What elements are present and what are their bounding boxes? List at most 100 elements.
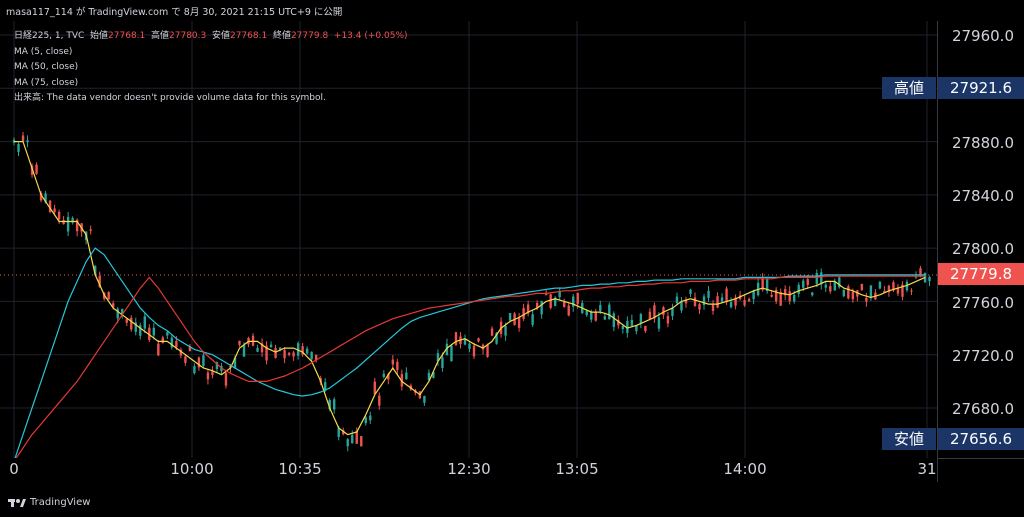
candle-body bbox=[693, 297, 697, 306]
candle-body bbox=[333, 399, 336, 410]
candle-body bbox=[472, 345, 476, 357]
time-axis[interactable] bbox=[0, 458, 937, 482]
candle-body bbox=[364, 417, 367, 424]
candle-body bbox=[869, 285, 873, 299]
attribution-text: masa117_114 が TradingView.com で 8月 30, 2… bbox=[6, 7, 343, 18]
low-badge-value: 27656.6 bbox=[938, 428, 1024, 450]
candle-body bbox=[423, 395, 426, 403]
candle-body bbox=[720, 297, 724, 302]
candle-body bbox=[702, 296, 706, 305]
candle-body bbox=[30, 165, 34, 175]
candle-body bbox=[323, 382, 327, 392]
candle-body bbox=[468, 343, 471, 349]
candle-body bbox=[617, 320, 620, 326]
candle-body bbox=[752, 290, 755, 300]
candle-body bbox=[328, 399, 331, 410]
candle-body bbox=[644, 325, 647, 332]
candle-body bbox=[765, 279, 769, 292]
candle-body bbox=[256, 348, 259, 352]
candle-body bbox=[486, 344, 489, 357]
tradingview-logo-icon bbox=[8, 498, 26, 507]
tradingview-footer[interactable]: TradingView bbox=[8, 497, 90, 508]
candle-body bbox=[793, 294, 796, 302]
candle-body bbox=[188, 346, 192, 352]
ohlc-row: 日経225, 1, TVC 始値27768.1 高値27780.3 安値2776… bbox=[14, 29, 408, 45]
candle-body bbox=[274, 347, 277, 358]
candle-body bbox=[121, 308, 124, 315]
price-axis-border bbox=[937, 21, 938, 482]
candle-body bbox=[504, 325, 507, 336]
candle-body bbox=[373, 381, 376, 395]
time-tick: 10:00 bbox=[170, 460, 214, 478]
candle-body bbox=[517, 317, 521, 328]
candle-body bbox=[116, 308, 119, 319]
high-label: 高値 bbox=[151, 31, 170, 41]
ma5-legend[interactable]: MA (5, close) bbox=[14, 46, 73, 57]
price-tick: 27680.0 bbox=[951, 400, 1014, 418]
candle-body bbox=[865, 297, 868, 302]
candle-body bbox=[707, 290, 710, 298]
candle-body bbox=[896, 287, 900, 294]
time-tick: 12:30 bbox=[447, 460, 491, 478]
candle-body bbox=[770, 294, 773, 297]
candle-body bbox=[292, 352, 295, 357]
candle-body bbox=[626, 320, 629, 333]
chart-area[interactable] bbox=[0, 21, 937, 462]
candle-body bbox=[838, 277, 841, 288]
price-chart[interactable] bbox=[0, 21, 937, 462]
candle-body bbox=[310, 351, 313, 360]
candle-body bbox=[454, 332, 458, 345]
candle-body bbox=[729, 302, 733, 308]
candle-body bbox=[734, 297, 737, 306]
candle-body bbox=[761, 278, 764, 290]
candle-body bbox=[396, 361, 399, 371]
ma50-legend[interactable]: MA (50, close) bbox=[14, 62, 79, 72]
candle-body bbox=[797, 284, 800, 294]
candle-body bbox=[621, 326, 625, 329]
candle-body bbox=[788, 291, 791, 302]
candle-body bbox=[143, 316, 146, 329]
close-label: 終値 bbox=[272, 31, 291, 41]
candle-body bbox=[206, 372, 210, 380]
candle-body bbox=[215, 362, 219, 370]
candle-body bbox=[847, 286, 850, 299]
candle-body bbox=[44, 193, 47, 203]
candle-body bbox=[815, 272, 818, 284]
candle-body bbox=[197, 357, 201, 368]
candle-body bbox=[342, 430, 345, 435]
candle-body bbox=[612, 313, 616, 328]
last-price-badge: 27779.8 bbox=[938, 263, 1024, 285]
price-tick: 27760.0 bbox=[951, 294, 1014, 312]
candle-body bbox=[193, 366, 196, 374]
candle-body bbox=[526, 304, 530, 314]
price-tick: 27880.0 bbox=[951, 134, 1014, 152]
candle-body bbox=[278, 347, 282, 350]
ma75-legend[interactable]: MA (75, close) bbox=[14, 77, 79, 88]
candle-body bbox=[508, 313, 512, 321]
candle-body bbox=[130, 317, 133, 330]
price-tick: 27960.0 bbox=[951, 27, 1014, 45]
symbol-label[interactable]: 日経225, 1, TVC bbox=[14, 31, 85, 41]
candle-body bbox=[152, 327, 156, 336]
candle-body bbox=[93, 266, 97, 275]
candle-body bbox=[833, 281, 837, 291]
candle-body bbox=[26, 140, 29, 143]
candle-body bbox=[558, 290, 561, 298]
candle-body bbox=[436, 353, 440, 362]
candle-body bbox=[89, 229, 92, 231]
candle-body bbox=[495, 332, 498, 344]
candle-body bbox=[901, 284, 904, 297]
candle-body bbox=[238, 340, 241, 345]
candle-body bbox=[432, 372, 435, 378]
candle-body bbox=[260, 343, 264, 353]
low-badge-label: 安値 bbox=[882, 428, 936, 450]
candle-body bbox=[824, 284, 827, 288]
candle-body bbox=[450, 345, 453, 362]
candle-body bbox=[346, 439, 349, 447]
price-tick: 27800.0 bbox=[951, 240, 1014, 258]
candle-body bbox=[48, 200, 52, 213]
candle-body bbox=[463, 338, 467, 345]
candle-body bbox=[747, 299, 751, 302]
candle-body bbox=[522, 308, 525, 319]
candle-body bbox=[21, 135, 25, 142]
